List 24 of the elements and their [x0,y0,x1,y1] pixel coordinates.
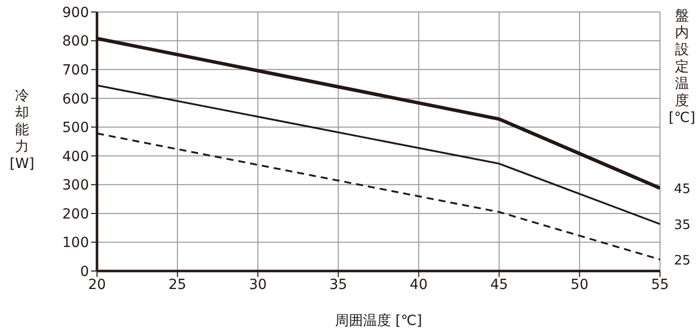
y-axis-title: 冷却能力[W] [8,88,36,173]
y-tick-label: 100 [62,235,89,252]
y2-axis-title: 盤内設定温度[℃] [668,8,696,127]
x-tick-label: 35 [329,276,348,293]
x-axis-title: 周囲温度 [℃] [334,312,424,330]
x-tick-label: 40 [410,276,428,293]
x-tick-label: 50 [570,276,588,293]
y-tick-label: 200 [62,206,89,222]
series-label: 25 [674,253,691,268]
x-tick-label: 55 [651,276,669,293]
series-label: 45 [674,182,691,198]
y-tick-label: 500 [62,120,89,136]
x-tick-label: 25 [168,276,186,293]
x-tick-label: 20 [88,276,106,293]
y-tick-label: 0 [80,264,89,280]
x-tick-label: 30 [248,276,267,293]
y-tick-label: 400 [62,148,89,165]
y-tick-label: 300 [62,178,89,194]
y-tick-label: 800 [62,34,89,50]
y-tick-label: 900 [62,4,89,21]
series-label: 35 [674,218,691,234]
y-tick-label: 600 [62,91,89,108]
x-tick-label: 45 [490,276,508,293]
y-tick-label: 700 [62,62,89,79]
